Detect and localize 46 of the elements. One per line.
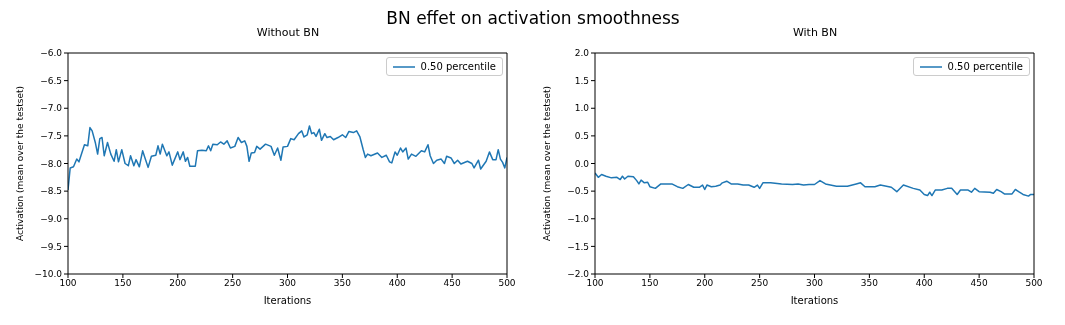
x-tick-label: 100 [586,278,604,289]
y-tick-label: 1.0 [574,103,590,114]
x-tick-label: 500 [498,278,516,289]
y-tick-label: −8.0 [40,158,63,169]
y-axis-title: Activation (mean over the testset) [542,86,553,241]
y-tick-label: 2.0 [574,48,590,59]
x-tick-label: 200 [169,278,187,289]
x-tick-label: 350 [860,278,879,289]
x-tick-label: 450 [970,278,988,289]
x-tick-label: 300 [278,278,297,289]
y-tick-label: −6.5 [40,75,62,86]
chart-title: Without BN [256,26,320,39]
y-tick-label: −8.5 [40,186,62,197]
x-axis-title: Iterations [263,295,312,306]
y-tick-label: −1.5 [567,241,589,252]
x-tick-label: 150 [114,278,132,289]
x-tick-label: 250 [224,278,242,289]
legend-label: 0.50 percentile [947,61,1023,72]
x-tick-label: 450 [443,278,461,289]
x-tick-label: 400 [388,278,407,289]
y-axis-title: Activation (mean over the testset) [15,86,26,241]
x-tick-label: 300 [805,278,824,289]
legend-label: 0.50 percentile [420,61,496,72]
x-tick-label: 150 [641,278,659,289]
y-tick-label: −7.0 [40,103,63,114]
y-tick-label: 1.5 [574,75,589,86]
text: BN effet on activation smoothness [386,8,680,28]
y-tick-label: −10.0 [34,269,63,280]
y-tick-label: −7.5 [40,131,62,142]
x-tick-label: 100 [59,278,77,289]
y-tick-label: 0.0 [574,158,590,169]
y-tick-label: 0.5 [574,131,589,142]
y-tick-label: −9.5 [40,241,62,252]
y-tick-label: −1.0 [567,213,590,224]
x-tick-label: 400 [915,278,934,289]
x-tick-label: 250 [751,278,769,289]
y-tick-label: −2.0 [567,269,590,280]
x-tick-label: 350 [333,278,352,289]
y-tick-label: −0.5 [567,186,589,197]
y-tick-label: −9.0 [40,213,63,224]
y-tick-label: −6.0 [40,48,63,59]
chart-title: With BN [792,26,838,39]
x-tick-label: 500 [1025,278,1043,289]
x-tick-label: 200 [696,278,714,289]
x-axis-title: Iterations [790,295,839,306]
line-series [595,172,1034,197]
